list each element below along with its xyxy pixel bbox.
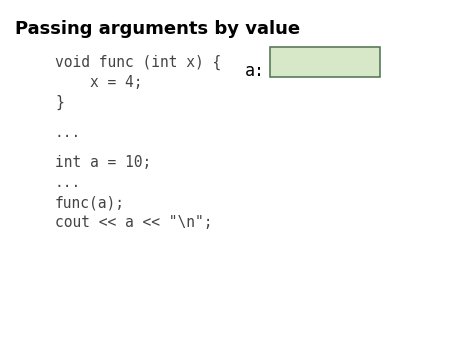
- Text: ...: ...: [55, 125, 81, 140]
- Text: ...: ...: [55, 175, 81, 190]
- Text: cout << a << "\n";: cout << a << "\n";: [55, 215, 212, 230]
- Text: a:: a:: [245, 62, 265, 80]
- Text: }: }: [55, 95, 64, 110]
- Text: int a = 10;: int a = 10;: [55, 155, 151, 170]
- Bar: [270, 47, 380, 77]
- Text: Passing arguments by value: Passing arguments by value: [15, 20, 300, 38]
- Text: func(a);: func(a);: [55, 195, 125, 210]
- Text: x = 4;: x = 4;: [55, 75, 143, 90]
- Text: void func (int x) {: void func (int x) {: [55, 55, 221, 70]
